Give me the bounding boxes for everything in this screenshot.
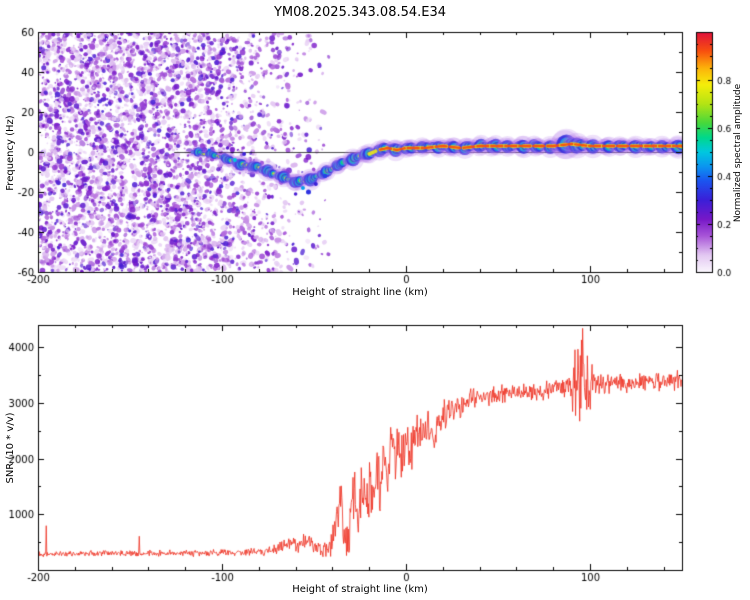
colorbar — [688, 20, 750, 320]
figure-title: YM08.2025.343.08.54.E34 — [273, 5, 447, 20]
colorbar-label: Normalized spectral amplitude — [733, 83, 743, 223]
spectrogram-x-axis-label: Height of straight line (km) — [292, 287, 428, 298]
spectrogram-plot — [0, 20, 690, 320]
snr-plot — [0, 312, 690, 600]
snr-x-axis-label: Height of straight line (km) — [292, 584, 428, 595]
